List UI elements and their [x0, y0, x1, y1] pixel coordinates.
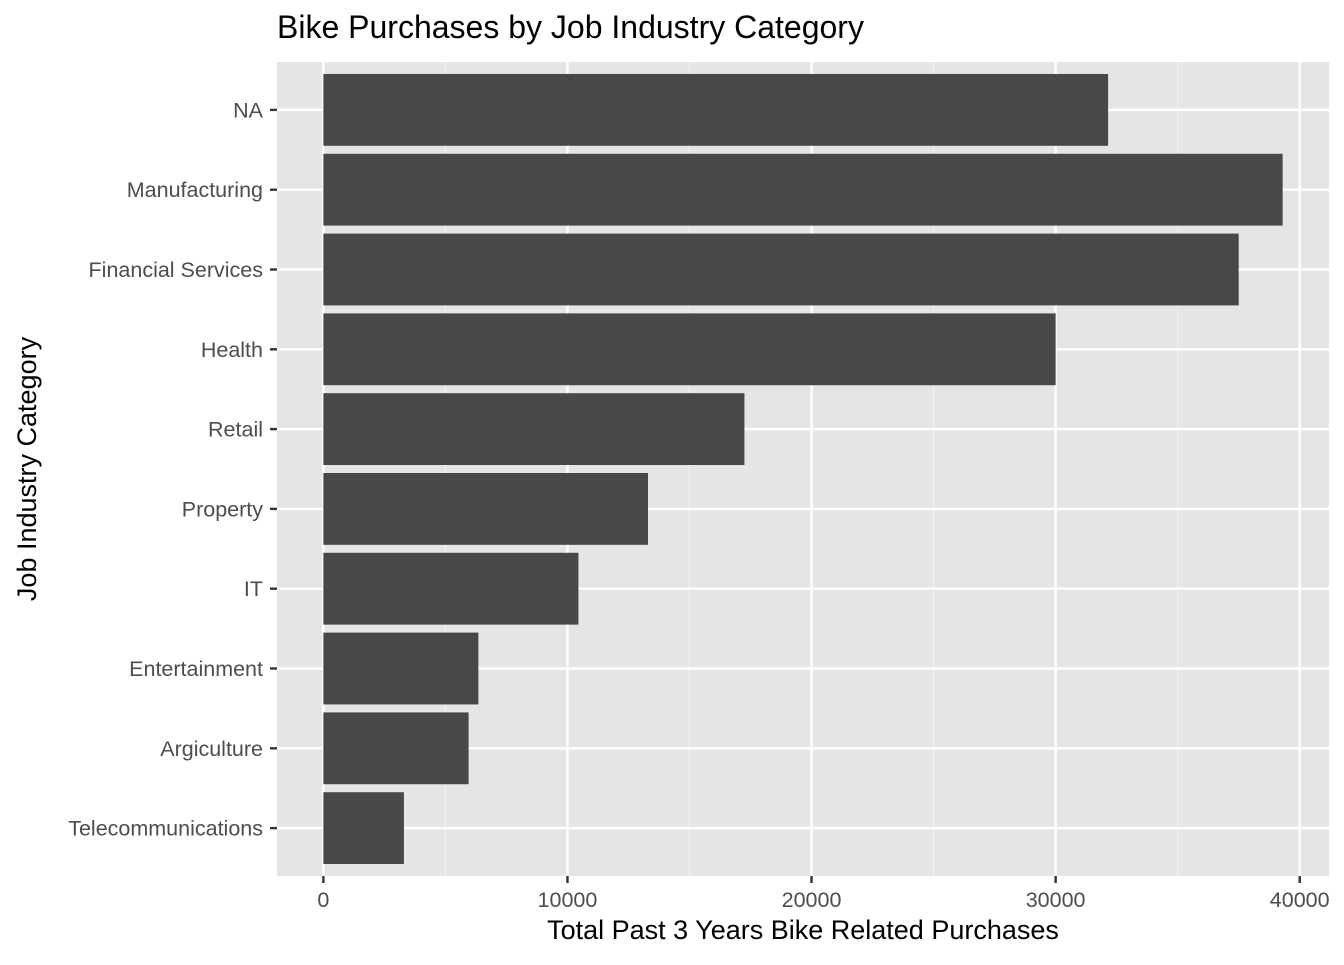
bar — [323, 153, 1283, 226]
y-tick-label: Retail — [208, 418, 263, 442]
y-tick-label: Argiculture — [160, 737, 263, 761]
bar — [323, 472, 649, 545]
bar — [323, 393, 745, 466]
bar — [323, 712, 469, 785]
x-tick-label: 40000 — [1270, 888, 1330, 912]
x-tick-label: 30000 — [1026, 888, 1086, 912]
y-tick-label: Property — [182, 497, 264, 521]
x-tick-label: 20000 — [782, 888, 842, 912]
bar — [323, 73, 1109, 146]
bar — [323, 632, 479, 705]
y-tick-label: Manufacturing — [127, 178, 263, 202]
bar — [323, 313, 1056, 386]
chart-title: Bike Purchases by Job Industry Category — [277, 9, 864, 45]
y-tick-label: Entertainment — [129, 657, 263, 681]
bar — [323, 233, 1239, 306]
bar — [323, 552, 579, 625]
y-axis: NA Manufacturing Financial Services Health R… — [68, 98, 277, 841]
y-tick-label: Telecommunications — [68, 817, 263, 841]
x-tick-label: 0 — [317, 888, 329, 912]
bar — [323, 792, 404, 865]
x-tick-label: 10000 — [538, 888, 598, 912]
y-tick-label: Financial Services — [89, 258, 263, 282]
x-axis: 0 10000 20000 30000 40000 — [317, 876, 1330, 912]
y-axis-title: Job Industry Category — [12, 336, 42, 601]
bars — [323, 73, 1283, 865]
y-tick-label: Health — [201, 338, 263, 362]
y-tick-label: IT — [244, 577, 263, 601]
y-tick-label: NA — [233, 98, 264, 122]
x-axis-title: Total Past 3 Years Bike Related Purchase… — [547, 915, 1059, 945]
